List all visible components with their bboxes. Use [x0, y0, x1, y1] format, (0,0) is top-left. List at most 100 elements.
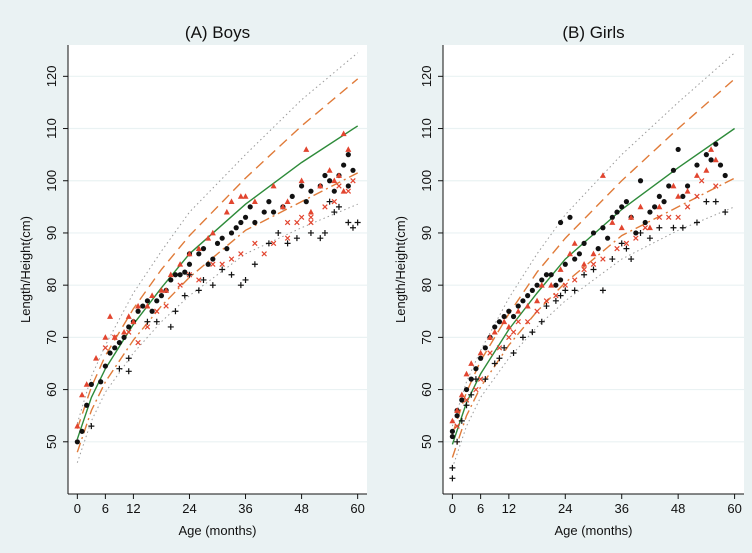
data-point-plus: [335, 203, 342, 210]
data-point-triangle: [251, 198, 258, 205]
x-axis-label: Age (months): [178, 523, 256, 538]
data-point-x: [473, 386, 479, 393]
data-point-circle: [121, 334, 127, 340]
data-point-plus: [195, 287, 202, 294]
data-point-circle: [637, 178, 644, 184]
data-point-plus: [242, 276, 249, 283]
data-point-circle: [219, 235, 225, 241]
data-point-circle: [98, 379, 104, 385]
data-point-triangle: [557, 266, 564, 272]
data-point-plus: [125, 368, 132, 375]
data-point-triangle: [326, 167, 333, 173]
data-point-x: [562, 282, 569, 288]
x-tick-label: 36: [614, 501, 628, 516]
data-point-triangle: [534, 297, 541, 304]
data-point-triangle: [177, 261, 184, 267]
data-point-x: [656, 214, 663, 221]
data-point-triangle: [449, 417, 456, 424]
data-point-circle: [553, 282, 559, 288]
data-point-plus: [284, 240, 291, 247]
data-point-triangle: [270, 182, 277, 189]
data-point-circle: [468, 376, 474, 382]
x-tick-label: 24: [182, 501, 196, 516]
data-point-x: [135, 339, 141, 346]
data-point-triangle: [125, 313, 132, 319]
data-points: [74, 130, 361, 445]
data-point-circle: [557, 277, 564, 283]
data-point-x: [284, 235, 291, 241]
data-point-x: [515, 318, 521, 325]
data-point-plus: [590, 266, 597, 273]
data-point-circle: [79, 428, 85, 434]
data-point-plus: [275, 229, 282, 236]
data-point-plus: [172, 308, 179, 315]
data-point-triangle: [83, 381, 90, 387]
data-point-circle: [74, 439, 80, 445]
data-point-plus: [321, 229, 328, 236]
data-point-plus: [144, 318, 151, 325]
data-point-triangle: [468, 360, 475, 366]
x-tick-label: 12: [126, 501, 140, 516]
data-point-x: [322, 204, 328, 210]
data-point-triangle: [590, 250, 597, 257]
data-point-triangle: [712, 156, 719, 163]
data-point-circle: [501, 313, 507, 320]
data-point-triangle: [228, 198, 235, 205]
data-point-circle: [684, 183, 691, 189]
data-point-circle: [656, 193, 662, 200]
data-point-triangle: [121, 328, 128, 335]
data-point-triangle: [303, 146, 310, 152]
data-point-plus: [354, 219, 361, 226]
y-tick-label: 60: [44, 382, 59, 396]
data-point-circle: [703, 152, 709, 158]
data-point-triangle: [618, 224, 625, 231]
data-point-triangle: [491, 328, 498, 335]
data-point-plus: [167, 323, 174, 330]
data-point-triangle: [524, 302, 531, 309]
data-point-plus: [552, 297, 559, 304]
x-tick-label: 48: [671, 501, 685, 516]
data-point-triangle: [158, 287, 165, 293]
data-point-triangle: [501, 318, 508, 325]
data-point-plus: [153, 318, 160, 325]
data-point-circle: [210, 256, 216, 262]
data-point-triangle: [646, 224, 653, 231]
data-point-plus: [449, 475, 456, 482]
data-point-circle: [233, 225, 239, 231]
data-point-x: [534, 308, 540, 314]
data-point-x: [684, 204, 691, 210]
data-point-circle: [661, 199, 667, 205]
data-point-circle: [298, 183, 305, 189]
data-point-triangle: [130, 318, 137, 325]
data-point-x: [506, 334, 512, 341]
y-tick-label: 70: [44, 330, 59, 344]
data-point-triangle: [186, 250, 193, 257]
data-point-x: [308, 214, 314, 221]
data-point-circle: [605, 235, 611, 241]
data-point-circle: [534, 282, 540, 288]
data-point-plus: [562, 287, 569, 294]
data-point-circle: [341, 162, 347, 168]
data-point-triangle: [79, 391, 86, 398]
data-point-circle: [581, 240, 587, 246]
data-point-x: [666, 214, 672, 221]
data-point-circle: [539, 277, 545, 283]
data-point-circle: [327, 178, 333, 184]
data-point-circle: [158, 293, 165, 299]
data-point-circle: [652, 204, 658, 210]
data-point-plus: [454, 438, 461, 445]
data-point-triangle: [223, 208, 230, 215]
data-point-circle: [567, 214, 573, 220]
data-point-circle: [350, 167, 356, 173]
x-axis-label: Age (months): [554, 523, 632, 538]
data-point-triangle: [505, 323, 512, 330]
data-point-triangle: [581, 261, 588, 267]
data-point-x: [675, 214, 681, 221]
data-point-plus: [679, 224, 686, 231]
data-point-x: [111, 334, 118, 341]
data-point-circle: [252, 219, 258, 226]
data-point-triangle: [107, 313, 114, 319]
data-point-triangle: [93, 355, 100, 361]
data-point-circle: [600, 225, 606, 231]
data-point-plus: [712, 198, 719, 205]
